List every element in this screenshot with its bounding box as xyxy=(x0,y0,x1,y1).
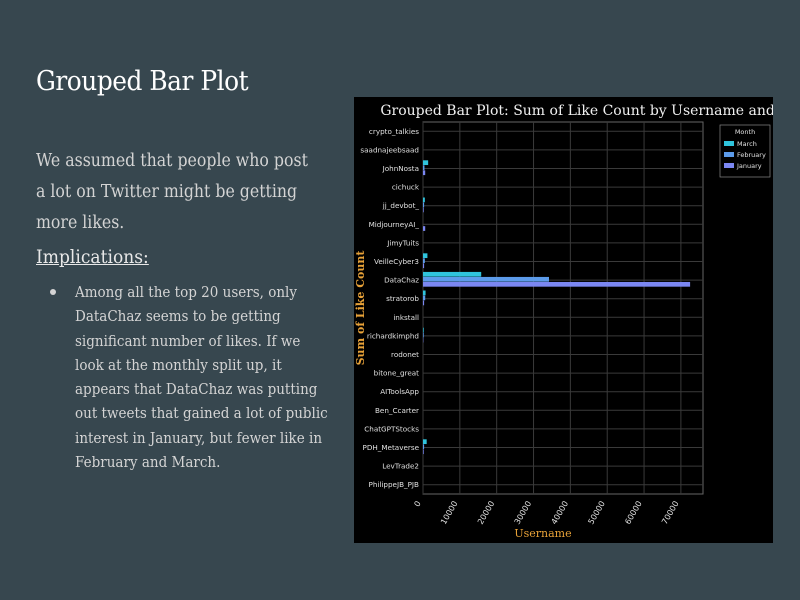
bar xyxy=(423,197,425,203)
bar xyxy=(423,295,426,301)
bar xyxy=(423,327,424,333)
y-tick-label: DataChaz xyxy=(384,276,419,285)
x-tick-label: 0 xyxy=(412,500,422,509)
implications-heading: Implications: xyxy=(36,246,149,268)
chart-panel: 0 10000 20000 30000 40000 50000 60000 70000 cryp… xyxy=(354,97,773,543)
bar xyxy=(423,276,549,282)
x-tick-label: 10000 xyxy=(439,500,460,527)
bar xyxy=(423,332,424,338)
bar xyxy=(423,439,427,445)
legend-label: January xyxy=(736,162,762,170)
bar xyxy=(423,449,424,455)
x-axis-label: Username xyxy=(514,527,571,540)
y-tick-label: bitone_great xyxy=(374,369,420,378)
chart-title: Grouped Bar Plot: Sum of Like Count by U… xyxy=(380,103,773,119)
implications-list: Among all the top 20 users, only DataCha… xyxy=(48,280,348,474)
y-tick-label: richardkimphd xyxy=(367,331,419,340)
x-tick-label: 40000 xyxy=(550,500,571,527)
x-tick-label: 70000 xyxy=(660,500,681,527)
legend-swatch xyxy=(724,141,734,146)
legend-title: Month xyxy=(735,128,755,136)
y-tick-label: JohnNosta xyxy=(382,164,419,173)
legend-swatch xyxy=(724,152,734,157)
bar xyxy=(423,281,691,287)
bullet-icon xyxy=(50,289,56,295)
x-tick-label: 50000 xyxy=(586,500,607,527)
bar xyxy=(423,253,428,259)
y-tick-label: Ben_Ccarter xyxy=(375,406,419,415)
y-tick-label: stratorob xyxy=(386,294,419,303)
bar xyxy=(423,300,425,306)
bar xyxy=(423,207,424,213)
y-tick-label: cichuck xyxy=(392,183,420,192)
y-tick-label: rodonet xyxy=(391,350,419,359)
legend-label: February xyxy=(737,151,766,159)
y-tick-label: crypto_talkies xyxy=(369,127,419,136)
bar xyxy=(423,160,429,166)
bar xyxy=(423,202,425,208)
y-tick-label: AIToolsApp xyxy=(380,387,419,396)
bar xyxy=(423,263,425,269)
legend-label: March xyxy=(737,140,757,148)
bar xyxy=(423,444,425,450)
grouped-bar-chart: 0 10000 20000 30000 40000 50000 60000 70000 cryp… xyxy=(354,103,773,540)
bar xyxy=(423,170,426,176)
legend-box xyxy=(719,124,771,178)
intro-text: We assumed that people who post a lot on… xyxy=(36,151,308,233)
bar xyxy=(423,258,425,264)
y-tick-label: LevTrade2 xyxy=(382,462,419,471)
list-item: Among all the top 20 users, only DataCha… xyxy=(48,280,348,474)
bar xyxy=(423,226,426,231)
bullet-text: Among all the top 20 users, only DataCha… xyxy=(75,283,328,472)
plot-frame xyxy=(422,121,704,495)
y-tick-label: JimyTuits xyxy=(386,238,419,247)
x-tick-label: 20000 xyxy=(476,500,497,527)
bar xyxy=(423,271,482,277)
legend-swatch xyxy=(724,163,734,168)
y-axis-label: Sum of Like Count xyxy=(354,250,367,366)
y-tick-label: ChatGPTStocks xyxy=(364,424,419,433)
bar xyxy=(423,165,425,171)
y-tick-label: PDH_Metaverse xyxy=(362,443,419,452)
y-tick-label: VeilleCyber3 xyxy=(374,257,419,266)
y-tick-label: MidjourneyAI_ xyxy=(369,220,420,229)
slide-title: Grouped Bar Plot xyxy=(36,66,249,97)
y-tick-label: saadnajeebsaad xyxy=(360,145,419,154)
y-tick-label: jj_devbot_ xyxy=(382,201,420,210)
x-tick-label: 60000 xyxy=(623,500,644,527)
bar xyxy=(423,290,426,296)
x-tick-label: 30000 xyxy=(513,500,534,527)
y-tick-label: inkstall xyxy=(393,313,419,322)
y-tick-label: PhilippeJB_PJB xyxy=(369,480,420,489)
